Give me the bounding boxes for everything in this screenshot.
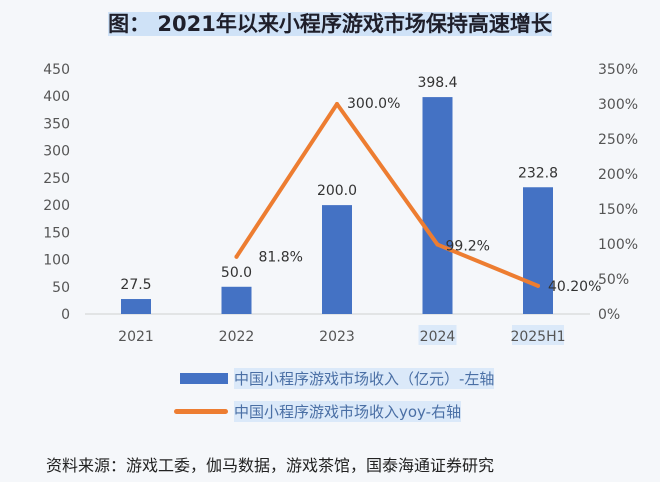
legend-line-swatch: [174, 409, 228, 414]
category-label: 2024: [420, 329, 456, 345]
bar: [523, 187, 553, 314]
source-note: 资料来源：游戏工委，伽马数据，游戏茶馆，国泰海通证券研究: [46, 456, 495, 475]
legend-bar-swatch: [180, 373, 228, 384]
bar-data-label: 27.5: [120, 277, 151, 293]
yoy-point: [335, 102, 339, 106]
category-highlight: [512, 325, 564, 345]
right-tick-label: 250%: [598, 132, 638, 148]
right-tick-label: 0%: [598, 307, 620, 323]
right-tick-label: 50%: [598, 272, 629, 288]
bar-data-label: 232.8: [518, 165, 558, 181]
bar: [422, 97, 453, 315]
yoy-data-label: 300.0%: [347, 96, 400, 112]
left-tick-label: 50: [52, 280, 70, 296]
left-tick-label: 400: [43, 89, 70, 105]
right-tick-label: 200%: [598, 167, 638, 183]
legend-line-label: 中国小程序游戏市场收入yoy-右轴: [234, 401, 462, 422]
left-tick-label: 350: [43, 116, 70, 132]
category-label: 2022: [219, 329, 255, 345]
left-tick-label: 450: [43, 62, 70, 78]
yoy-point: [536, 283, 540, 288]
yoy-point: [435, 242, 440, 247]
chart-title-text: 图： 2021年以来小程序游戏市场保持高速增长: [108, 12, 552, 36]
yoy-data-label: 40.20%: [548, 279, 601, 295]
legend-bar: 中国小程序游戏市场收入（亿元）-左轴: [180, 368, 495, 389]
legend-bar-label: 中国小程序游戏市场收入（亿元）-左轴: [234, 368, 495, 389]
chart: 0 50 100 150 200 250 300 350 400 450 0% 50% 100% 150%…: [43, 62, 638, 345]
yoy-point: [234, 254, 239, 259]
chart-title: 图： 2021年以来小程序游戏市场保持高速增长: [0, 8, 660, 38]
category-label: 2023: [319, 329, 355, 345]
left-tick-label: 200: [43, 198, 70, 214]
left-tick-label: 100: [43, 253, 70, 269]
right-tick-label: 350%: [598, 62, 638, 78]
bar-data-label: 200.0: [317, 183, 357, 199]
bar-data-label: 50.0: [221, 265, 252, 281]
yoy-data-label: 99.2%: [446, 239, 490, 255]
category-label: 2021: [118, 329, 154, 345]
left-tick-label: 150: [43, 225, 70, 241]
bar: [322, 205, 352, 314]
left-tick-label: 250: [43, 171, 70, 187]
left-tick-label: 0: [61, 307, 70, 323]
right-tick-label: 300%: [598, 97, 638, 113]
legend-line: 中国小程序游戏市场收入yoy-右轴: [174, 401, 462, 422]
right-tick-label: 150%: [598, 202, 638, 218]
bar-data-label: 398.4: [417, 75, 457, 91]
bar: [121, 299, 151, 314]
yoy-data-label: 81.8%: [259, 250, 303, 266]
category-label: 2025H1: [510, 329, 565, 345]
yoy-line: [234, 102, 540, 288]
left-tick-label: 300: [43, 144, 70, 160]
right-tick-label: 100%: [598, 237, 638, 253]
bar: [221, 286, 252, 314]
category-highlight: [418, 325, 457, 345]
